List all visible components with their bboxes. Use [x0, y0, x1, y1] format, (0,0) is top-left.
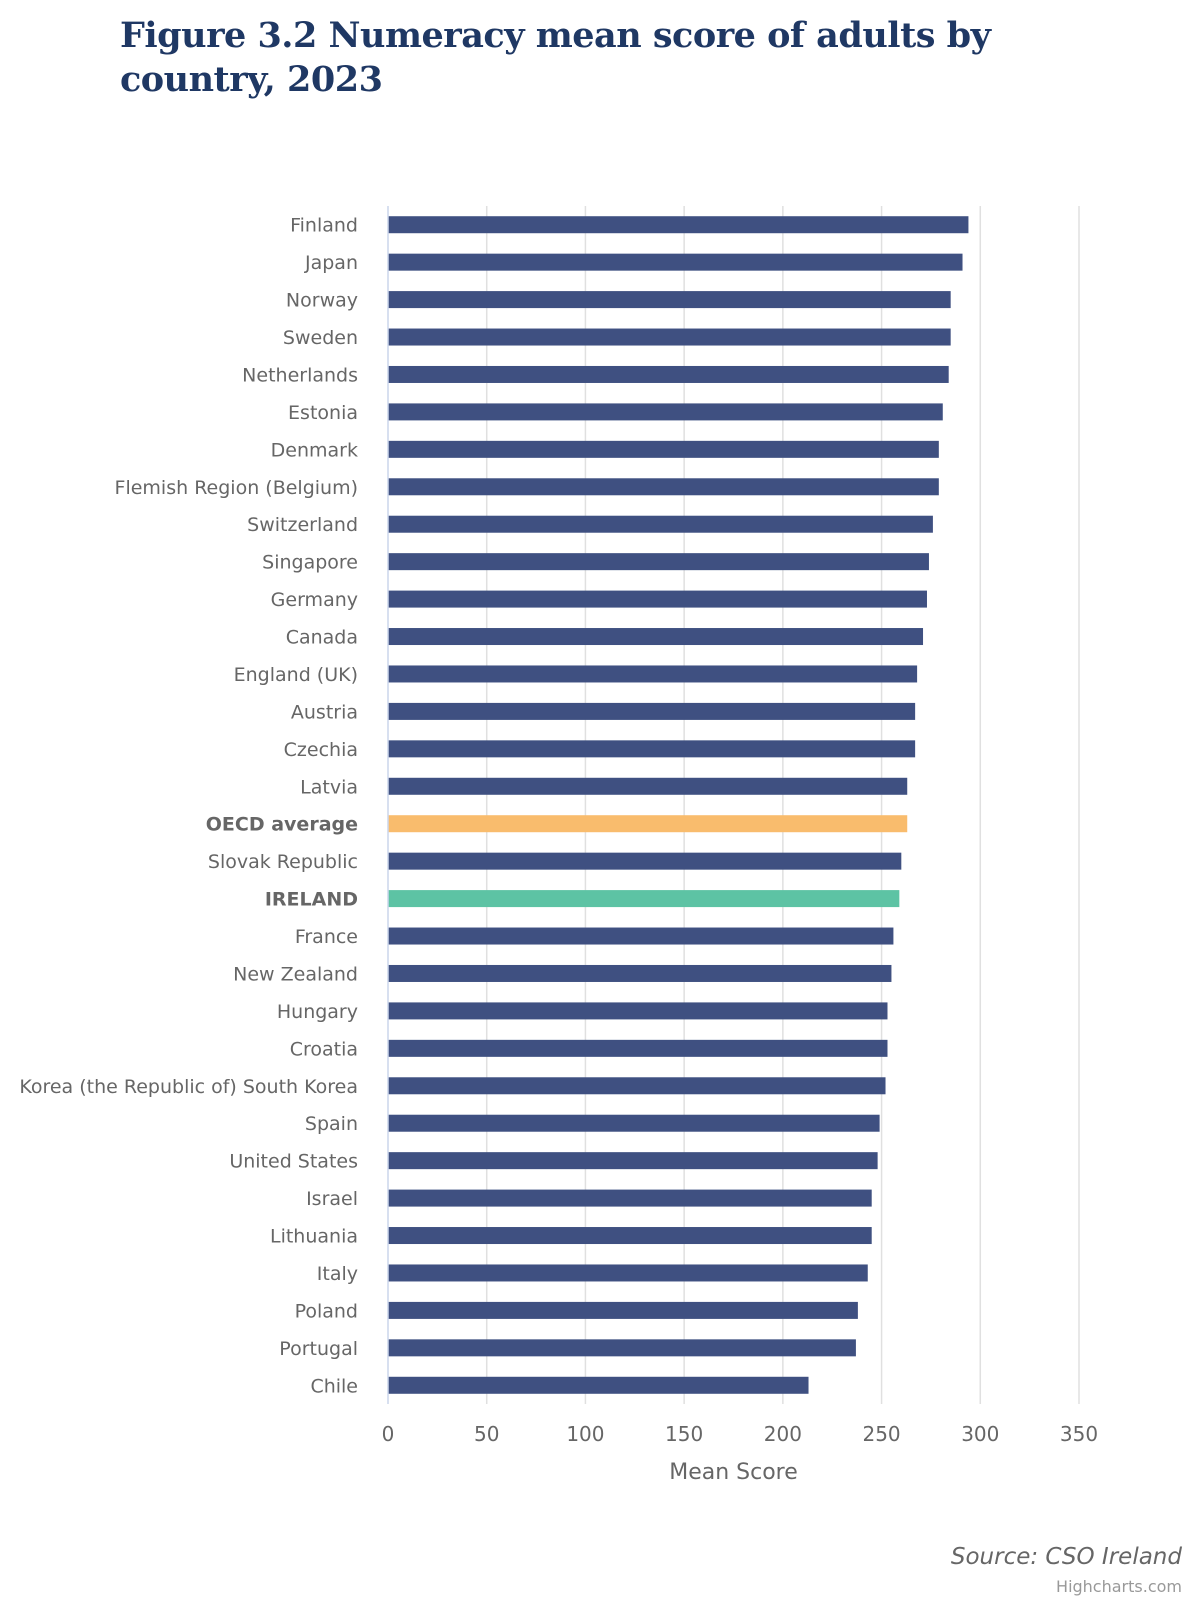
bar-flemish-region-belgium[interactable] [388, 478, 939, 496]
category-label: Finland [290, 215, 358, 237]
bar-lithuania[interactable] [388, 1227, 872, 1245]
category-label: England (UK) [234, 664, 358, 686]
x-tick-labels: 0 50 100 150 200 250 300 350 [382, 1422, 1098, 1446]
x-tick-label: 150 [665, 1422, 703, 1446]
chart-title: Figure 3.2 Numeracy mean score of adults… [120, 15, 991, 100]
bar-korea-the-republic-of-south-korea[interactable] [388, 1077, 886, 1095]
bar-england-uk[interactable] [388, 665, 918, 683]
x-tick-label: 50 [474, 1422, 499, 1446]
bar-latvia[interactable] [388, 777, 908, 795]
bar-czechia[interactable] [388, 740, 916, 758]
category-label: Flemish Region (Belgium) [115, 477, 358, 499]
category-label: Chile [310, 1375, 358, 1397]
category-label: Sweden [283, 327, 358, 349]
x-tick-label: 100 [566, 1422, 604, 1446]
bar-slovak-republic[interactable] [388, 852, 902, 870]
credits-link[interactable]: Highcharts.com [1056, 1577, 1182, 1596]
bar-finland[interactable] [388, 216, 969, 234]
bar-japan[interactable] [388, 253, 963, 271]
category-label: Portugal [279, 1338, 358, 1360]
category-label: Italy [317, 1263, 358, 1285]
bar-oecd-average[interactable] [388, 815, 908, 833]
category-label: IRELAND [265, 889, 358, 911]
category-label: Israel [306, 1188, 358, 1210]
bar-hungary[interactable] [388, 1002, 888, 1020]
bar-chart: Finland Japan Norway Sweden Netherlands Eston… [19, 206, 1098, 1485]
bar-austria[interactable] [388, 702, 916, 720]
bar-spain[interactable] [388, 1114, 880, 1132]
grid-lines [485, 206, 1080, 1404]
category-label: Croatia [290, 1038, 358, 1060]
category-label: Hungary [277, 1001, 358, 1023]
category-label: New Zealand [233, 963, 358, 985]
category-label: United States [229, 1151, 358, 1173]
bar-croatia[interactable] [388, 1039, 888, 1057]
category-label: Poland [295, 1300, 358, 1322]
bar-chile[interactable] [388, 1376, 809, 1394]
category-label: Singapore [262, 552, 358, 574]
bar-netherlands[interactable] [388, 365, 949, 383]
bar-canada[interactable] [388, 628, 924, 646]
bar-germany[interactable] [388, 590, 927, 608]
bars [388, 216, 969, 1394]
category-label: Austria [291, 701, 358, 723]
bar-denmark[interactable] [388, 440, 939, 458]
bar-portugal[interactable] [388, 1339, 856, 1357]
category-label: Slovak Republic [208, 851, 358, 873]
category-label: Norway [286, 290, 358, 312]
category-label: France [295, 926, 358, 948]
category-label: Netherlands [242, 364, 358, 386]
bar-poland[interactable] [388, 1301, 858, 1319]
x-tick-label: 0 [382, 1422, 395, 1446]
category-label: OECD average [206, 814, 358, 836]
x-axis-title: Mean Score [669, 1460, 798, 1485]
category-label: Germany [271, 589, 358, 611]
bar-france[interactable] [388, 927, 894, 945]
x-tick-label: 300 [961, 1422, 999, 1446]
category-label: Latvia [300, 776, 358, 798]
bar-estonia[interactable] [388, 403, 943, 421]
bar-singapore[interactable] [388, 553, 929, 571]
category-label: Spain [305, 1113, 358, 1135]
category-label: Switzerland [247, 514, 358, 536]
bar-norway[interactable] [388, 291, 951, 309]
category-label: Denmark [271, 439, 358, 461]
category-label: Estonia [288, 402, 358, 424]
source-note: Source: CSO Ireland [950, 1544, 1182, 1570]
bar-israel[interactable] [388, 1189, 872, 1207]
bar-sweden[interactable] [388, 328, 951, 346]
category-label: Lithuania [270, 1226, 358, 1248]
category-label: Czechia [284, 739, 358, 761]
bar-new-zealand[interactable] [388, 964, 892, 982]
bar-united-states[interactable] [388, 1152, 878, 1170]
category-label: Japan [304, 252, 358, 274]
bar-italy[interactable] [388, 1264, 868, 1282]
bar-switzerland[interactable] [388, 515, 933, 533]
category-labels: Finland Japan Norway Sweden Netherlands Eston… [19, 215, 358, 1398]
bar-ireland[interactable] [388, 890, 900, 908]
x-tick-label: 200 [764, 1422, 802, 1446]
category-label: Canada [286, 627, 358, 649]
category-label: Korea (the Republic of) South Korea [19, 1076, 358, 1098]
x-tick-label: 250 [862, 1422, 900, 1446]
x-tick-label: 350 [1060, 1422, 1098, 1446]
